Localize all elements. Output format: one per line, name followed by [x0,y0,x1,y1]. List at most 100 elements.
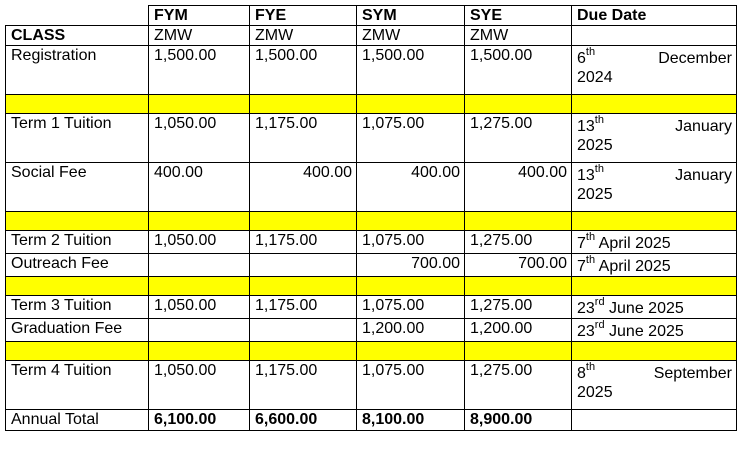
fee-schedule-table: FYM FYE SYM SYE Due Date CLASS ZMW ZMW Z… [5,5,737,431]
due-date-cell: 8th September 2025 [571,360,737,410]
due-suffix: th [594,162,604,175]
amount-cell: 1,175.00 [249,230,357,254]
fee-label: Graduation Fee [5,318,149,342]
currency-row: CLASS ZMW ZMW ZMW ZMW [5,25,737,46]
class-label: CLASS [5,25,149,46]
due-month: January [675,167,732,184]
due-suffix: th [585,253,596,266]
amount-cell: 1,075.00 [356,360,465,410]
amount-cell: 400.00 [356,162,465,212]
amount-cell: 1,175.00 [249,295,357,319]
fee-row-term2: Term 2 Tuition 1,050.00 1,175.00 1,075.0… [5,230,737,254]
header-cell-blank [5,5,149,26]
due-day: 8 [577,365,586,382]
due-date-cell: 7th April 2025 [571,253,737,277]
currency-cell: ZMW [148,25,250,46]
fee-row-term3: Term 3 Tuition 1,050.00 1,175.00 1,075.0… [5,295,737,319]
fee-label: Term 4 Tuition [5,360,149,410]
amount-cell [249,253,357,277]
due-rest: April 2025 [598,258,671,275]
amount-cell: 1,500.00 [249,45,357,95]
due-date-cell: 23rd June 2025 [571,318,737,342]
amount-cell: 1,075.00 [356,230,465,254]
amount-cell: 1,500.00 [148,45,250,95]
header-cell-fym: FYM [148,5,250,26]
amount-cell: 1,500.00 [464,45,572,95]
due-day: 13 [577,118,595,135]
due-year: 2025 [577,384,613,401]
amount-cell: 1,050.00 [148,295,250,319]
fee-label: Outreach Fee [5,253,149,277]
amount-cell [148,318,250,342]
fee-row-graduation: Graduation Fee 1,200.00 1,200.00 23rd Ju… [5,318,737,342]
fee-row-registration: Registration 1,500.00 1,500.00 1,500.00 … [5,45,737,95]
due-date-cell: 13th January 2025 [571,113,737,163]
fee-label: Term 1 Tuition [5,113,149,163]
due-date-cell: 6th December 2024 [571,45,737,95]
amount-cell: 400.00 [249,162,357,212]
currency-cell: ZMW [356,25,465,46]
total-label: Annual Total [5,409,149,431]
header-cell-sym: SYM [356,5,465,26]
due-suffix: th [585,230,596,243]
due-rest: April 2025 [598,235,671,252]
due-date-cell: 23rd June 2025 [571,295,737,319]
due-suffix: th [594,113,604,126]
due-month: January [675,118,732,135]
total-cell: 6,600.00 [249,409,357,431]
fee-row-social: Social Fee 400.00 400.00 400.00 400.00 1… [5,162,737,212]
due-day: 6 [577,50,586,67]
due-date-cell: 7th April 2025 [571,230,737,254]
amount-cell: 400.00 [464,162,572,212]
amount-cell: 1,275.00 [464,295,572,319]
header-row: FYM FYE SYM SYE Due Date [5,5,737,26]
header-cell-due-date: Due Date [571,5,737,26]
total-due-blank [571,409,737,431]
amount-cell: 1,175.00 [249,113,357,163]
amount-cell: 1,050.00 [148,360,250,410]
due-day: 13 [577,167,595,184]
separator-row [5,341,737,361]
amount-cell: 1,275.00 [464,360,572,410]
fee-label: Registration [5,45,149,95]
fee-label: Term 3 Tuition [5,295,149,319]
due-day: 23 [577,300,595,317]
amount-cell: 1,275.00 [464,113,572,163]
amount-cell [148,253,250,277]
due-rest: June 2025 [609,300,684,317]
due-suffix: th [585,45,596,58]
total-cell: 8,100.00 [356,409,465,431]
amount-cell: 400.00 [148,162,250,212]
due-date-cell: 13th January 2025 [571,162,737,212]
separator-row [5,94,737,114]
due-month: September [653,365,732,382]
currency-cell-blank [571,25,737,46]
amount-cell: 700.00 [464,253,572,277]
amount-cell: 1,275.00 [464,230,572,254]
header-cell-fye: FYE [249,5,357,26]
amount-cell [249,318,357,342]
fee-row-outreach: Outreach Fee 700.00 700.00 7th April 202… [5,253,737,277]
due-month: December [658,50,732,67]
amount-cell: 1,075.00 [356,295,465,319]
amount-cell: 1,050.00 [148,230,250,254]
fee-label: Social Fee [5,162,149,212]
due-day: 7 [577,258,586,275]
amount-cell: 1,175.00 [249,360,357,410]
header-cell-sye: SYE [464,5,572,26]
currency-cell: ZMW [249,25,357,46]
due-suffix: rd [594,318,605,331]
due-rest: June 2025 [609,323,684,340]
due-day: 23 [577,323,595,340]
amount-cell: 1,075.00 [356,113,465,163]
due-suffix: th [585,360,596,373]
currency-cell: ZMW [464,25,572,46]
due-year: 2025 [577,137,613,154]
separator-row [5,211,737,231]
fee-label: Term 2 Tuition [5,230,149,254]
due-year: 2025 [577,186,613,203]
due-year: 2024 [577,69,613,86]
fee-row-term4: Term 4 Tuition 1,050.00 1,175.00 1,075.0… [5,360,737,410]
amount-cell: 1,500.00 [356,45,465,95]
due-day: 7 [577,235,586,252]
